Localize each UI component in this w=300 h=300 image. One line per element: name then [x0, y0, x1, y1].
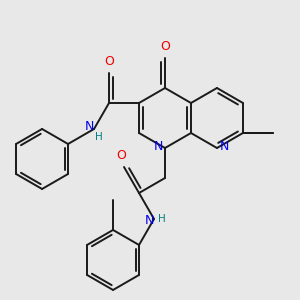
Text: O: O — [104, 55, 114, 68]
Text: H: H — [95, 132, 103, 142]
Text: O: O — [160, 40, 170, 53]
Text: N: N — [84, 121, 94, 134]
Text: H: H — [158, 214, 166, 224]
Text: N: N — [219, 140, 229, 152]
Text: N: N — [144, 214, 154, 227]
Text: N: N — [153, 140, 163, 152]
Text: O: O — [116, 149, 126, 162]
